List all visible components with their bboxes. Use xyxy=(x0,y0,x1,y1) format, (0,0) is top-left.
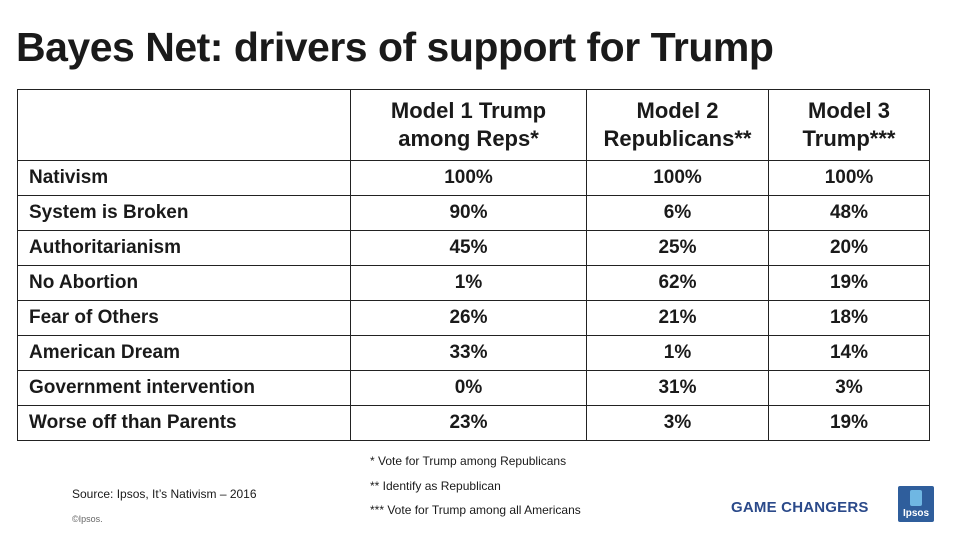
source-note: Source: Ipsos, It’s Nativism – 2016 xyxy=(72,487,257,501)
header-model-3: Model 3 Trump*** xyxy=(768,89,930,161)
header-model-2-line1: Model 2 xyxy=(636,98,719,123)
cell-value: 14% xyxy=(768,335,930,371)
header-corner-cell xyxy=(17,89,351,161)
header-model-1-line2: among Reps* xyxy=(398,126,539,151)
cell-value: 33% xyxy=(350,335,587,371)
header-model-2-line2: Republicans** xyxy=(603,126,752,151)
footnote-model-2: ** Identify as Republican xyxy=(370,478,501,493)
cell-value: 90% xyxy=(350,195,587,231)
cell-value: 21% xyxy=(586,300,769,336)
row-label-nativism: Nativism xyxy=(17,160,351,196)
table-row: No Abortion 1% 62% 19% xyxy=(17,265,930,301)
table-row: Worse off than Parents 23% 3% 19% xyxy=(17,405,930,441)
row-label-american-dream: American Dream xyxy=(17,335,351,371)
table-row: American Dream 33% 1% 14% xyxy=(17,335,930,371)
cell-value: 23% xyxy=(350,405,587,441)
footnotes: * Vote for Trump among Republicans ** Id… xyxy=(370,453,581,527)
cell-value: 62% xyxy=(586,265,769,301)
cell-value: 18% xyxy=(768,300,930,336)
footnote-model-1: * Vote for Trump among Republicans xyxy=(370,454,567,468)
cell-value: 26% xyxy=(350,300,587,336)
cell-value: 45% xyxy=(350,230,587,266)
header-model-2: Model 2 Republicans** xyxy=(586,89,769,161)
cell-value: 1% xyxy=(350,265,587,301)
row-label-worse-off-than-parents: Worse off than Parents xyxy=(17,405,351,441)
cell-value: 20% xyxy=(768,230,930,266)
cell-value: 25% xyxy=(586,230,769,266)
row-label-fear-of-others: Fear of Others xyxy=(17,300,351,336)
cell-value: 1% xyxy=(586,335,769,371)
cell-value: 19% xyxy=(768,405,930,441)
table-row: Authoritarianism 45% 25% 20% xyxy=(17,230,930,266)
copyright-note: ©Ipsos. xyxy=(72,514,103,524)
ipsos-logo-text: Ipsos xyxy=(902,508,930,519)
row-label-government-intervention: Government intervention xyxy=(17,370,351,406)
row-label-authoritarianism: Authoritarianism xyxy=(17,230,351,266)
table-row: System is Broken 90% 6% 48% xyxy=(17,195,930,231)
cell-value: 31% xyxy=(586,370,769,406)
ipsos-logo-mark-icon xyxy=(910,490,922,506)
cell-value: 100% xyxy=(768,160,930,196)
table-row: Fear of Others 26% 21% 18% xyxy=(17,300,930,336)
game-changers-tagline: GAME CHANGERS xyxy=(731,499,869,516)
cell-value: 100% xyxy=(586,160,769,196)
ipsos-logo: Ipsos xyxy=(898,486,934,522)
slide-title: Bayes Net: drivers of support for Trump xyxy=(16,24,774,70)
header-model-1-line1: Model 1 Trump xyxy=(390,98,547,123)
cell-value: 100% xyxy=(350,160,587,196)
row-label-no-abortion: No Abortion xyxy=(17,265,351,301)
table-header-row: Model 1 Trump among Reps* Model 2 Republ… xyxy=(17,89,930,161)
header-model-3-line1: Model 3 xyxy=(808,98,890,123)
cell-value: 3% xyxy=(768,370,930,406)
row-label-system-is-broken: System is Broken xyxy=(17,195,351,231)
table-row: Nativism 100% 100% 100% xyxy=(17,160,930,196)
header-model-3-line2: Trump*** xyxy=(802,126,896,151)
cell-value: 3% xyxy=(586,405,769,441)
cell-value: 48% xyxy=(768,195,930,231)
table-row: Government intervention 0% 31% 3% xyxy=(17,370,930,406)
cell-value: 0% xyxy=(350,370,587,406)
header-model-1: Model 1 Trump among Reps* xyxy=(350,89,587,161)
footnote-model-3: *** Vote for Trump among all Americans xyxy=(370,503,581,517)
drivers-table: Model 1 Trump among Reps* Model 2 Republ… xyxy=(17,89,930,441)
cell-value: 6% xyxy=(586,195,769,231)
cell-value: 19% xyxy=(768,265,930,301)
